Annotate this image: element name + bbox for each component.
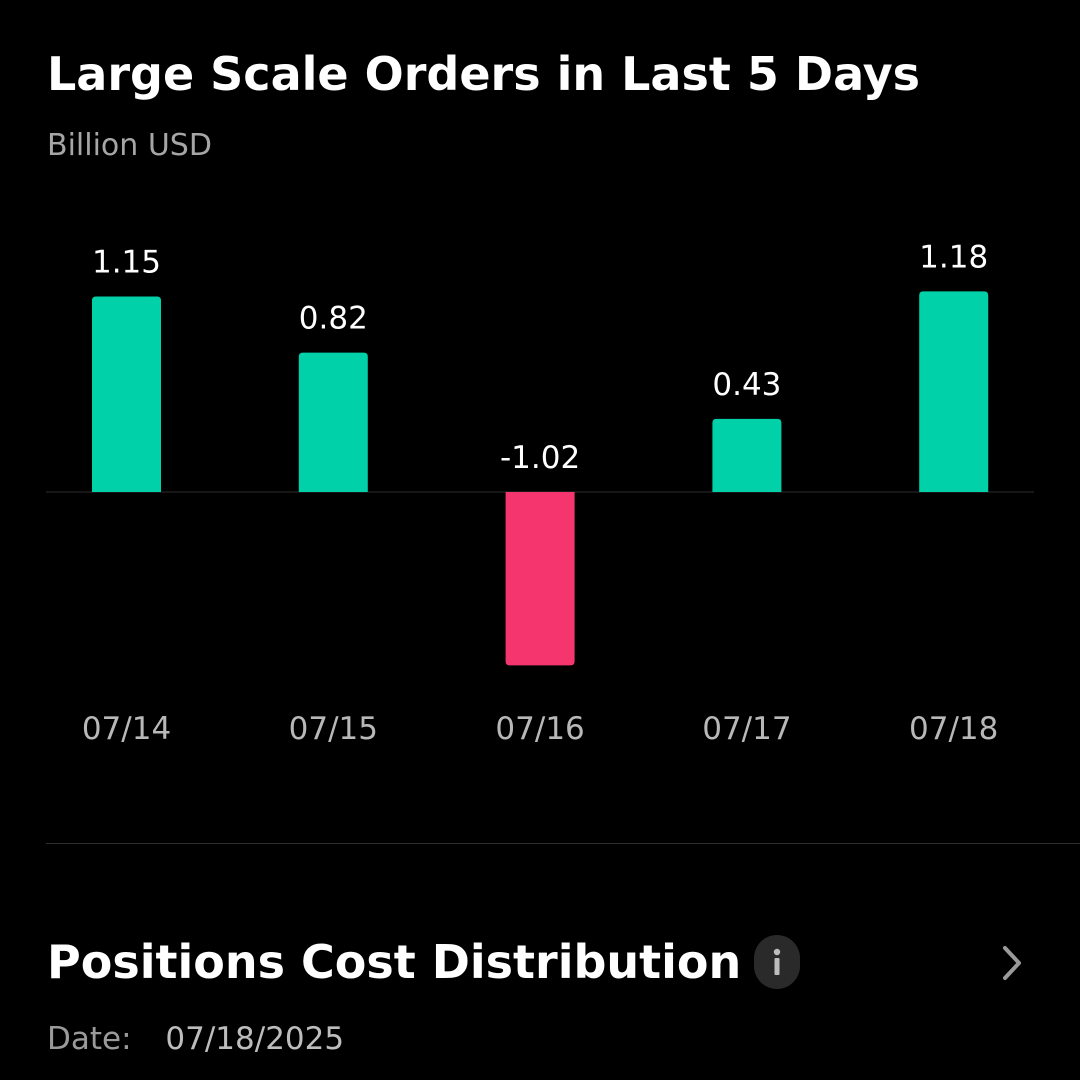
- chart-title: Large Scale Orders in Last 5 Days: [47, 47, 921, 101]
- bar-value-label: 1.18: [919, 239, 988, 275]
- bar-value-label: 1.15: [92, 245, 161, 281]
- section-divider: [46, 843, 1080, 844]
- large-orders-bar-chart: 1.15 07/14 0.82 07/15 -1.02 07/16 0.43 07/17 1.1…: [46, 239, 1034, 747]
- chevron-right-icon[interactable]: [997, 944, 1027, 982]
- bar-07-17[interactable]: [712, 418, 782, 492]
- bar-07-18[interactable]: [919, 291, 989, 492]
- info-icon[interactable]: [754, 935, 800, 989]
- date-label: Date:: [47, 1021, 132, 1057]
- bar-value-label: -1.02: [500, 440, 580, 476]
- x-tick-label: 07/18: [909, 711, 998, 747]
- chart-unit-label: Billion USD: [47, 128, 212, 163]
- bar-07-16[interactable]: [505, 492, 575, 666]
- x-tick-label: 07/15: [289, 711, 378, 747]
- x-tick-label: 07/16: [495, 711, 584, 747]
- section-title: Positions Cost Distribution: [47, 935, 742, 989]
- x-tick-label: 07/17: [702, 711, 791, 747]
- bar-value-label: 0.82: [299, 301, 368, 337]
- bar-value-label: 0.43: [712, 367, 781, 403]
- bar-07-14[interactable]: [92, 296, 161, 493]
- x-tick-label: 07/14: [82, 711, 171, 747]
- date-row: Date: 07/18/2025: [47, 1018, 344, 1060]
- positions-cost-header[interactable]: Positions Cost Distribution: [47, 928, 1047, 998]
- date-value: 07/18/2025: [165, 1021, 345, 1057]
- bar-07-15[interactable]: [298, 352, 368, 492]
